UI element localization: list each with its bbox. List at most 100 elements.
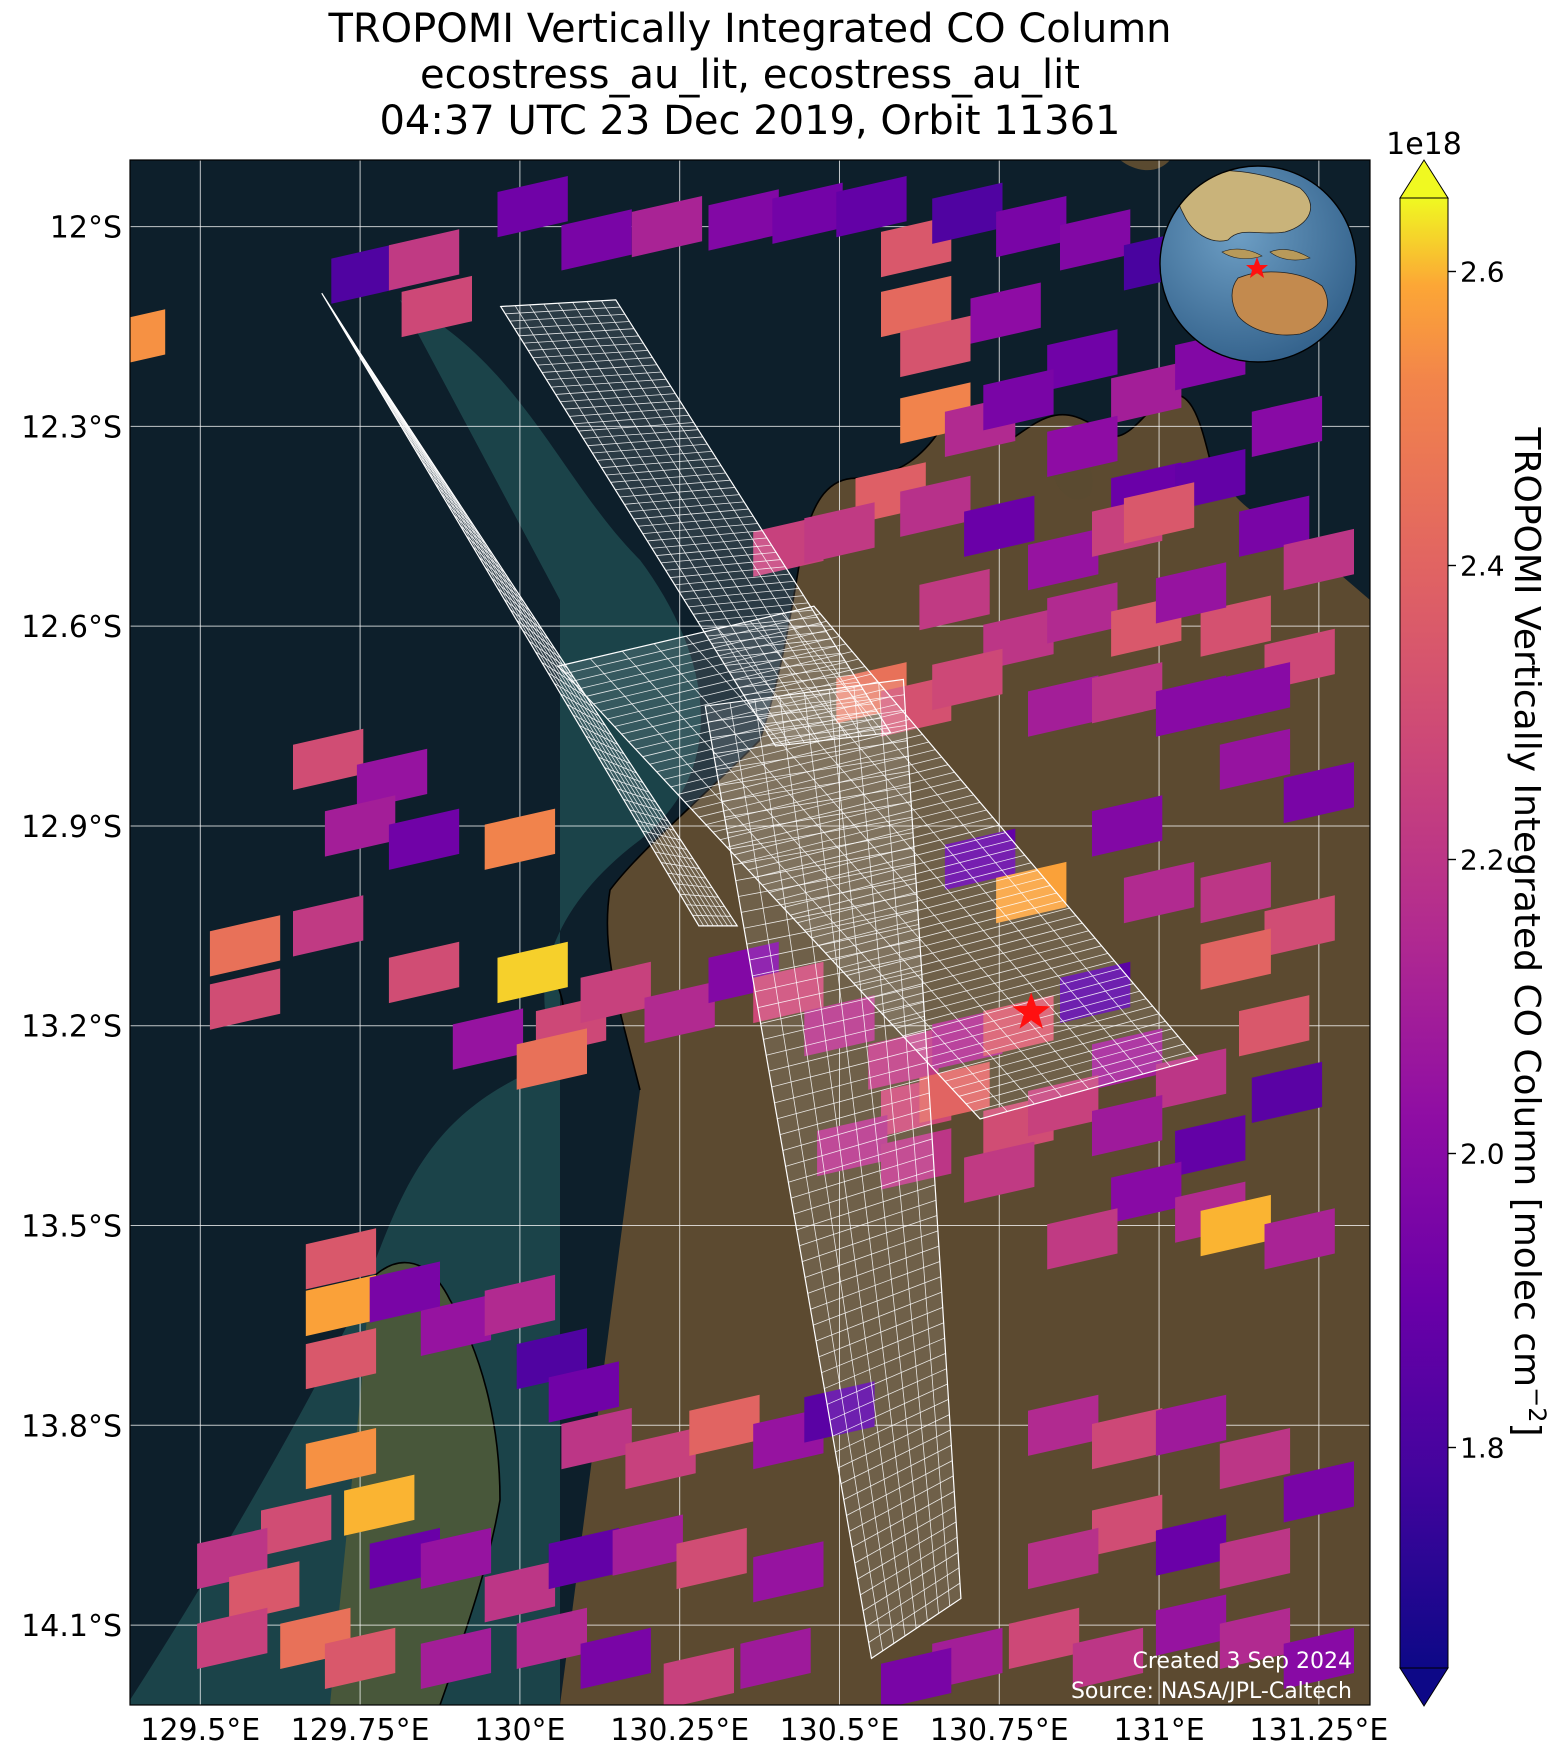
swath-line	[665, 559, 781, 571]
co-pixel	[817, 1115, 888, 1177]
swath-line	[596, 450, 713, 461]
swath-line	[804, 869, 1038, 931]
co-pixel	[209, 968, 281, 1030]
swath-line	[782, 1107, 931, 1151]
swath-line	[748, 689, 864, 703]
lat-tick-label: 13.2°S	[21, 1010, 122, 1045]
co-pixel	[1200, 595, 1271, 657]
swath-line	[860, 1536, 958, 1596]
swath-line	[564, 400, 680, 410]
ecostress-swath	[321, 292, 739, 927]
site-marker-star[interactable]	[1012, 992, 1051, 1029]
swath-line	[509, 313, 625, 322]
colorbar-tick-label: 1.8	[1460, 1432, 1505, 1465]
swath-line	[679, 580, 795, 593]
swath-line	[654, 851, 694, 860]
co-pixel	[612, 1514, 683, 1576]
swath-line	[642, 523, 758, 534]
co-pixel	[1251, 1061, 1323, 1123]
swath-line	[617, 788, 656, 803]
co-pixel	[881, 275, 952, 338]
swath-line	[516, 619, 556, 650]
co-pixel	[625, 1428, 696, 1490]
co-pixel	[1028, 1527, 1099, 1590]
swath-line	[528, 342, 644, 351]
longitude-tick-labels: 129.5°E 129.75°E 130°E 130.25°E 130.5°E 130.7…	[140, 1713, 1388, 1748]
co-pixel	[996, 196, 1067, 258]
swath-line	[591, 746, 631, 764]
map-frame	[129, 159, 1371, 1706]
swath-line	[930, 1005, 1153, 1067]
swath-line	[726, 786, 968, 848]
co-pixel	[561, 1408, 632, 1470]
swath-line	[713, 724, 907, 755]
swath-line	[472, 545, 512, 583]
swath-line	[560, 693, 600, 717]
swath-line	[818, 1307, 943, 1358]
map-area[interactable]	[95, 160, 1370, 1709]
co-pixel	[209, 915, 281, 977]
co-pixel	[305, 1228, 377, 1290]
co-pixel	[331, 242, 402, 304]
swath-line	[757, 970, 922, 1009]
co-pixel	[1264, 895, 1335, 957]
swath-line	[661, 551, 777, 564]
ecostress-swath	[499, 299, 892, 747]
co-pixel	[484, 808, 556, 870]
lat-tick-label: 14.1°S	[21, 1609, 122, 1644]
swath-line	[378, 387, 417, 440]
co-pixel	[1092, 1095, 1163, 1157]
co-pixel	[964, 495, 1035, 557]
swath-line	[579, 725, 618, 745]
co-pixel	[388, 941, 460, 1004]
site-star-shape[interactable]	[1012, 992, 1051, 1029]
co-pixel	[1028, 1394, 1099, 1456]
swath-line	[776, 839, 1013, 901]
swath-line	[793, 1169, 935, 1215]
swath-line	[422, 461, 461, 507]
colorbar-multiplier: 1e18	[1386, 127, 1462, 162]
co-pixel	[420, 1294, 492, 1356]
swath-line	[824, 1337, 945, 1389]
swath-line	[826, 1353, 946, 1405]
swath-line	[766, 1016, 925, 1056]
co-pixel	[388, 229, 460, 291]
swath-line	[810, 1261, 940, 1310]
co-pixel	[324, 1627, 396, 1689]
credit-created: Created 3 Sep 2024	[1133, 1649, 1353, 1674]
swath-line	[799, 1199, 937, 1247]
co-pixel	[1092, 795, 1163, 857]
swath-line	[478, 556, 518, 593]
swath-line	[730, 816, 913, 850]
ecostress-swath	[704, 678, 962, 1660]
co-pixel	[1072, 1627, 1144, 1689]
swath-line	[656, 711, 904, 773]
co-pixel	[1008, 1607, 1080, 1669]
co-pixel	[1092, 1408, 1163, 1470]
swath-line	[546, 371, 662, 381]
co-pixel	[1155, 1048, 1227, 1110]
swath-line	[738, 862, 915, 897]
swath-line	[656, 544, 772, 556]
co-pixel	[1175, 1115, 1246, 1177]
co-pixel	[1155, 675, 1227, 737]
lat-tick-label: 12.3°S	[21, 410, 122, 445]
swath-line	[554, 682, 593, 707]
co-pixel	[305, 1274, 377, 1337]
swath-line	[683, 588, 800, 600]
swath-line	[505, 306, 621, 315]
co-pixel	[1200, 928, 1271, 990]
swath-line	[635, 688, 885, 750]
map-subtitle-dataset: ecostress_au_lit, ecostress_au_lit	[420, 52, 1080, 98]
swath-line	[569, 407, 685, 417]
swath-line	[396, 419, 436, 468]
swath-line	[697, 609, 813, 622]
swath-line	[965, 1043, 1185, 1105]
swath-line	[565, 613, 821, 675]
swath-line	[686, 904, 725, 908]
co-pixel	[580, 1627, 651, 1689]
swath-line	[752, 939, 920, 977]
swath-line	[624, 494, 740, 505]
co-pixel	[229, 1561, 300, 1623]
co-pixel	[1283, 762, 1354, 824]
